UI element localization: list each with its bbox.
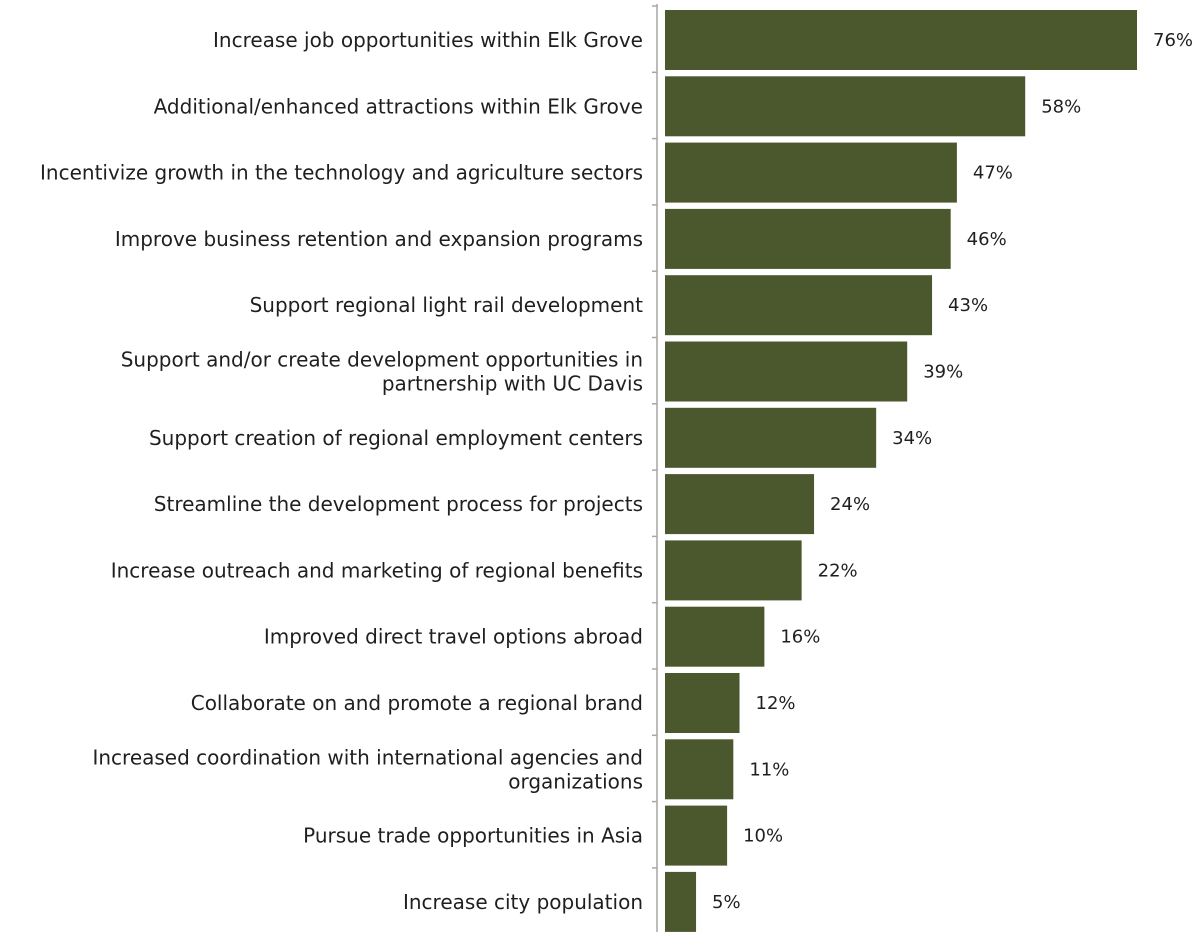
category-label-line: partnership with UC Davis bbox=[382, 372, 643, 396]
category-label: Increase city population bbox=[403, 890, 643, 914]
bar bbox=[665, 474, 815, 535]
category-label-line: Streamline the development process for p… bbox=[154, 492, 643, 516]
category-labels: Increase job opportunities within Elk Gr… bbox=[40, 28, 643, 914]
bar bbox=[665, 208, 951, 269]
bar bbox=[665, 341, 908, 402]
value-labels: 76% 58% 47% 46% 43% 39% 34% 24% 22% 16% 12% 11% 10% 5… bbox=[712, 30, 1193, 913]
value-label: 11% bbox=[749, 759, 789, 780]
value-label: 34% bbox=[892, 428, 932, 449]
bar bbox=[665, 10, 1137, 70]
bar bbox=[665, 540, 802, 601]
bar bbox=[665, 76, 1026, 137]
category-label-line: Pursue trade opportunities in Asia bbox=[303, 824, 643, 848]
value-label: 16% bbox=[780, 627, 820, 648]
category-label-line: Increase outreach and marketing of regio… bbox=[111, 558, 643, 582]
category-label-line: Support regional light rail development bbox=[250, 293, 644, 317]
value-label: 10% bbox=[743, 826, 783, 847]
category-label-line: Improved direct travel options abroad bbox=[264, 625, 643, 649]
category-label: Collaborate on and promote a regional br… bbox=[191, 691, 643, 715]
bars bbox=[665, 10, 1137, 932]
category-label: Support and/or create development opport… bbox=[121, 348, 643, 396]
axis-ticks bbox=[652, 5, 657, 869]
value-label: 22% bbox=[818, 560, 858, 581]
category-label: Incentivize growth in the technology and… bbox=[40, 161, 643, 185]
bar bbox=[665, 142, 957, 203]
value-label: 46% bbox=[967, 229, 1007, 250]
category-label: Additional/enhanced attractions within E… bbox=[154, 94, 643, 118]
category-label: Increased coordination with internationa… bbox=[92, 745, 643, 793]
value-label: 76% bbox=[1153, 30, 1193, 51]
bar bbox=[665, 275, 933, 336]
category-label-line: Improve business retention and expansion… bbox=[115, 227, 643, 251]
category-label: Streamline the development process for p… bbox=[154, 492, 643, 516]
category-label-line: organizations bbox=[508, 769, 643, 793]
category-label: Improve business retention and expansion… bbox=[115, 227, 643, 251]
bar bbox=[665, 606, 765, 667]
category-label-line: Additional/enhanced attractions within E… bbox=[154, 94, 643, 118]
bar bbox=[665, 871, 697, 932]
category-label-line: Collaborate on and promote a regional br… bbox=[191, 691, 643, 715]
value-label: 47% bbox=[973, 163, 1013, 184]
category-label-line: Support creation of regional employment … bbox=[149, 426, 643, 450]
category-label-line: Increase job opportunities within Elk Gr… bbox=[213, 28, 643, 52]
category-label: Improved direct travel options abroad bbox=[264, 625, 643, 649]
category-label-line: Incentivize growth in the technology and… bbox=[40, 161, 643, 185]
category-label-line: Increase city population bbox=[403, 890, 643, 914]
category-label: Support creation of regional employment … bbox=[149, 426, 643, 450]
bar bbox=[665, 739, 734, 800]
category-label: Support regional light rail development bbox=[250, 293, 644, 317]
value-label: 58% bbox=[1041, 96, 1081, 117]
value-label: 12% bbox=[756, 693, 796, 714]
value-label: 5% bbox=[712, 892, 741, 913]
category-label-line: Support and/or create development opport… bbox=[121, 348, 643, 372]
category-label-line: Increased coordination with internationa… bbox=[92, 745, 643, 769]
category-label: Pursue trade opportunities in Asia bbox=[303, 824, 643, 848]
bar bbox=[665, 673, 740, 733]
bar bbox=[665, 805, 728, 866]
bar bbox=[665, 407, 877, 468]
category-label: Increase outreach and marketing of regio… bbox=[111, 558, 643, 582]
category-label: Increase job opportunities within Elk Gr… bbox=[213, 28, 643, 52]
value-label: 43% bbox=[948, 295, 988, 316]
value-label: 24% bbox=[830, 494, 870, 515]
value-label: 39% bbox=[923, 362, 963, 383]
